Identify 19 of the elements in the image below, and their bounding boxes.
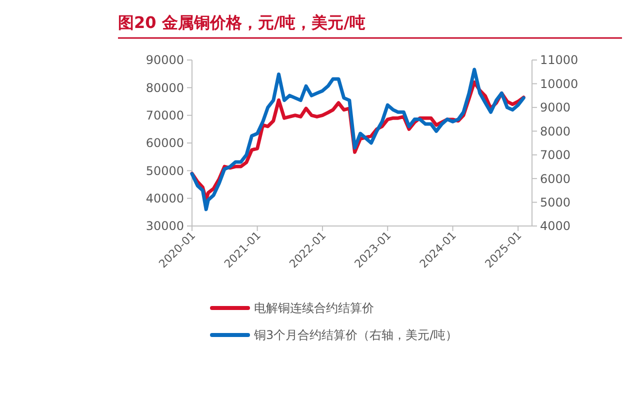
legend-label: 电解铜连续合约结算价 [254, 301, 374, 316]
y-tick-label: 80000 [146, 80, 184, 95]
y2-tick-label: 8000 [540, 124, 571, 138]
y2-tick-label: 7000 [540, 148, 571, 162]
y-tick-label: 70000 [146, 108, 184, 123]
y2-tick-label: 11000 [540, 53, 578, 68]
line-series [190, 68, 526, 212]
y2-tick-label: 10000 [540, 76, 578, 91]
y2-tick-label: 4000 [540, 219, 571, 234]
y-tick-label: 30000 [146, 219, 184, 234]
y-tick-label: 90000 [146, 53, 184, 68]
y2-tick-label: 6000 [540, 172, 571, 186]
y2-tick-label: 9000 [540, 100, 571, 115]
y-tick-label: 50000 [146, 164, 184, 178]
y-tick-label: 60000 [146, 136, 184, 150]
chart-title: 图20 金属铜价格，元/吨，美元/吨 [118, 13, 366, 32]
legend-label: 铜3个月合约结算价（右轴，美元/吨） [253, 328, 458, 342]
y-tick-label: 40000 [146, 192, 184, 206]
y2-tick-label: 5000 [540, 195, 571, 210]
